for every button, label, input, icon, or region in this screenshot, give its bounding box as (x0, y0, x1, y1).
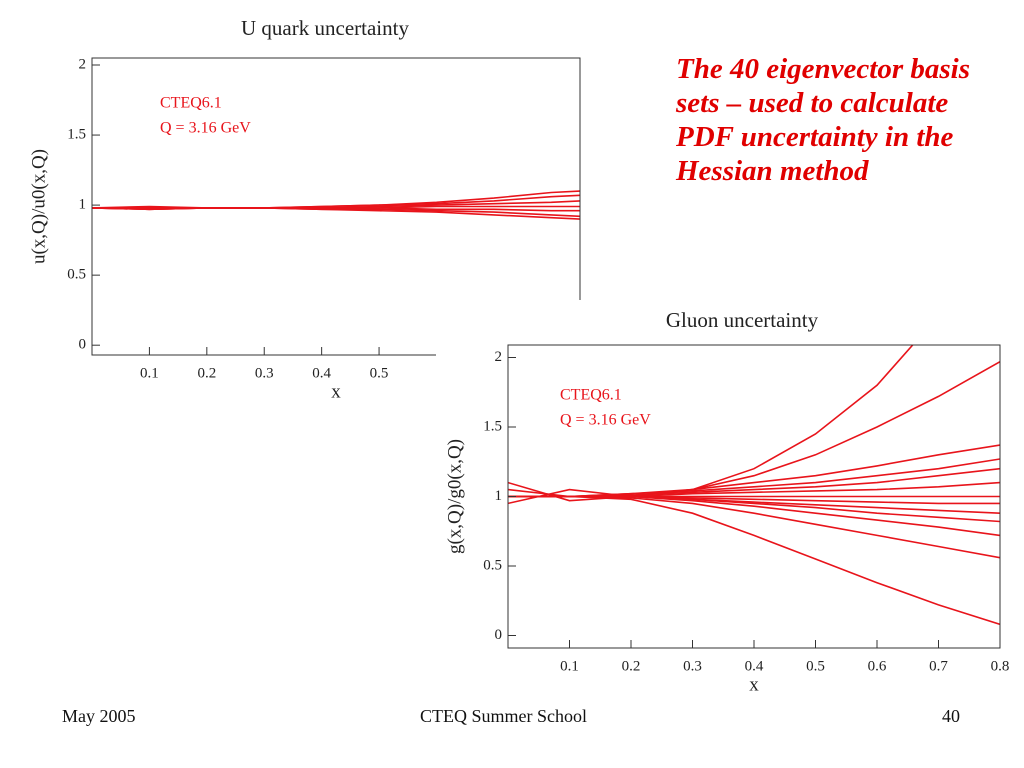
x-tick-label: 0.4 (745, 658, 764, 674)
x-tick-label: 0.1 (140, 365, 159, 381)
x-axis-label: x (749, 674, 759, 695)
caption: The 40 eigenvector basis sets – used to … (676, 53, 970, 187)
x-tick-label: 0.2 (197, 365, 216, 381)
chart-title: Gluon uncertainty (666, 308, 819, 332)
footer-event: CTEQ Summer School (420, 706, 587, 726)
y-tick-label: 0.5 (483, 557, 502, 573)
y-tick-label: 0 (79, 337, 87, 353)
y-axis-label: u(x,Q)/u0(x,Q) (28, 149, 49, 264)
chart-title: U quark uncertainty (241, 16, 409, 40)
x-tick-label: 0.6 (868, 658, 887, 674)
x-tick-label: 0.3 (255, 365, 274, 381)
x-tick-label: 0.7 (929, 658, 948, 674)
annotation: Q = 3.16 GeV (160, 120, 251, 137)
y-tick-label: 2 (79, 56, 87, 72)
x-axis-label: x (331, 381, 341, 402)
curve (508, 481, 1000, 514)
x-tick-label: 0.4 (312, 365, 331, 381)
y-axis-label: g(x,Q)/g0(x,Q) (444, 439, 465, 554)
annotation: CTEQ6.1 (560, 387, 622, 404)
chart-background (436, 300, 1024, 700)
plot-lines (92, 190, 580, 220)
curve (508, 495, 1000, 626)
y-tick-label: 1 (495, 488, 503, 504)
curve (508, 488, 1000, 505)
plot-lines (508, 345, 1000, 626)
y-tick-label: 1 (79, 197, 87, 213)
y-tick-label: 1.5 (67, 126, 86, 142)
footer-date: May 2005 (62, 706, 136, 726)
x-tick-label: 0.3 (683, 658, 702, 674)
y-tick-label: 0.5 (67, 267, 86, 283)
plot-frame (91, 57, 581, 356)
curve (92, 205, 580, 220)
footer-page: 40 (942, 706, 960, 726)
x-tick-label: 0.8 (991, 658, 1010, 674)
y-tick-label: 2 (495, 349, 503, 365)
x-tick-label: 0.2 (622, 658, 641, 674)
annotation: CTEQ6.1 (160, 95, 222, 112)
annotation: Q = 3.16 GeV (560, 412, 651, 429)
x-tick-label: 0.5 (806, 658, 825, 674)
x-tick-label: 0.1 (560, 658, 579, 674)
y-tick-label: 1.5 (483, 418, 502, 434)
y-tick-label: 0 (495, 627, 503, 643)
x-tick-label: 0.5 (370, 365, 389, 381)
